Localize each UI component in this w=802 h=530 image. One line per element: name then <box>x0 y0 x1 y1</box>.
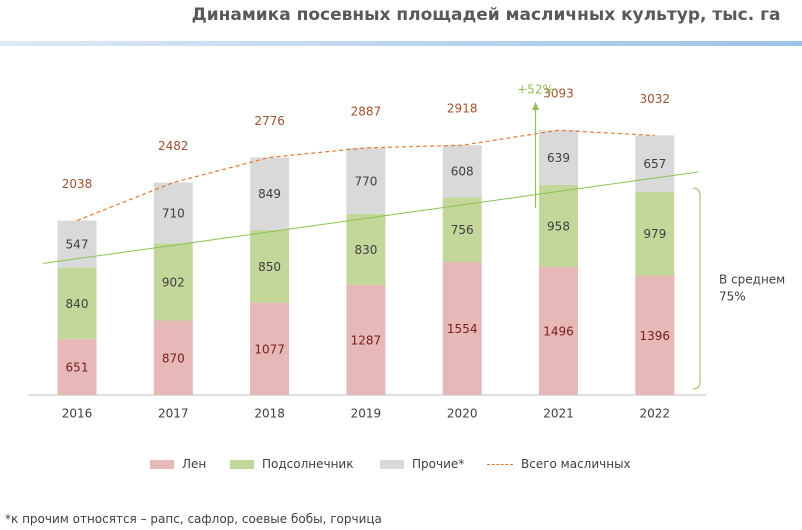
chart-plot: 651 840 547 2016 870 902 710 2017 1077 850 849 2018… <box>28 83 785 421</box>
data-label-Лен-2020: 1554 <box>447 322 478 336</box>
bar-Лен-2021 <box>539 266 578 395</box>
bar-Подсолнечник-2021 <box>539 184 578 267</box>
bar-Лен-2020 <box>442 261 482 395</box>
bar-Лен-2016 <box>57 339 97 395</box>
chart-title: Динамика посевных площадей масличных кул… <box>191 5 781 25</box>
legend-item-len: Лен <box>150 457 206 471</box>
trend-line <box>43 171 699 264</box>
growth-label: +52% <box>517 83 554 97</box>
data-label-Подсолнечник-2022: 979 <box>643 227 666 241</box>
data-label-Прочие*-2022: 657 <box>643 157 666 171</box>
data-label-Лен-2018: 1077 <box>254 342 285 356</box>
data-label-Подсолнечник-2016: 840 <box>66 297 89 311</box>
total-label-2021: 3093 <box>543 87 574 101</box>
bar-Лен-2018 <box>250 302 290 395</box>
bar-Прочие*-2016 <box>57 220 97 268</box>
data-label-Подсолнечник-2020: 756 <box>451 223 474 237</box>
bar-Лен-2017 <box>153 320 193 395</box>
data-label-Подсолнечник-2018: 850 <box>258 260 281 274</box>
bar-Прочие*-2020 <box>442 145 482 198</box>
data-label-Лен-2022: 1396 <box>640 329 671 343</box>
legend-item-total: Всего масличных <box>487 457 631 471</box>
bar-Лен-2022 <box>635 275 675 395</box>
total-label-2017: 2482 <box>158 139 189 153</box>
bar-Прочие*-2018 <box>250 157 290 231</box>
data-label-Прочие*-2018: 849 <box>258 187 281 201</box>
average-bracket <box>692 187 701 390</box>
bar-Прочие*-2019 <box>346 147 386 214</box>
data-label-Прочие*-2021: 639 <box>547 151 570 165</box>
legend-label-len: Лен <box>182 457 207 471</box>
total-label-2019: 2887 <box>351 104 382 118</box>
data-label-Подсолнечник-2019: 830 <box>354 243 377 257</box>
x-tick-label-2017: 2017 <box>158 407 189 421</box>
bar-Прочие*-2017 <box>153 182 193 244</box>
legend-swatch-sunflower <box>230 459 254 469</box>
growth-arrow-head <box>532 102 539 110</box>
data-label-Подсолнечник-2017: 902 <box>162 275 185 289</box>
bar-Подсолнечник-2019 <box>346 213 386 285</box>
bar-Подсолнечник-2018 <box>250 230 290 303</box>
total-label-2016: 2038 <box>62 177 93 191</box>
bar-Подсолнечник-2022 <box>635 191 675 276</box>
x-tick-label-2020: 2020 <box>447 407 478 421</box>
legend-label-total: Всего масличных <box>521 457 631 471</box>
data-label-Прочие*-2016: 547 <box>66 237 89 251</box>
x-tick-label-2016: 2016 <box>62 407 93 421</box>
total-label-2020: 2918 <box>447 102 478 116</box>
bar-Лен-2019 <box>346 284 386 395</box>
x-tick-label-2018: 2018 <box>254 407 285 421</box>
data-label-Лен-2016: 651 <box>66 361 89 375</box>
total-label-2022: 3032 <box>640 92 671 106</box>
bar-Прочие*-2021 <box>539 130 578 185</box>
bar-Прочие*-2022 <box>635 135 675 192</box>
average-label-line2: 75% <box>719 290 746 304</box>
data-label-Лен-2021: 1496 <box>543 324 574 338</box>
data-label-Прочие*-2017: 710 <box>162 206 185 220</box>
bar-Подсолнечник-2020 <box>442 197 482 262</box>
legend-item-sunflower: Подсолнечник <box>230 457 353 471</box>
x-tick-label-2022: 2022 <box>640 407 671 421</box>
legend-swatch-total <box>487 463 513 465</box>
data-label-Лен-2017: 870 <box>162 351 185 365</box>
legend-swatch-other <box>380 459 404 469</box>
legend-item-other: Прочие* <box>380 457 464 471</box>
average-label-line1: В среднем <box>719 273 785 287</box>
x-tick-label-2019: 2019 <box>351 407 382 421</box>
legend-label-sunflower: Подсолнечник <box>262 457 354 471</box>
bar-Подсолнечник-2016 <box>57 267 97 340</box>
bar-Подсолнечник-2017 <box>153 243 193 321</box>
chart-legend: Лен Подсолнечник Прочие* Всего масличных <box>0 457 802 475</box>
total-line <box>76 129 655 222</box>
data-label-Прочие*-2019: 770 <box>354 174 377 188</box>
x-tick-label-2021: 2021 <box>543 407 574 421</box>
data-label-Прочие*-2020: 608 <box>451 165 474 179</box>
title-underline <box>0 41 802 46</box>
legend-label-other: Прочие* <box>412 457 465 471</box>
data-label-Лен-2019: 1287 <box>351 333 382 347</box>
footnote: *к прочим относятся – рапс, сафлор, соев… <box>5 512 382 526</box>
legend-swatch-len <box>150 459 174 469</box>
data-label-Подсолнечник-2021: 958 <box>547 219 570 233</box>
total-label-2018: 2776 <box>254 114 285 128</box>
